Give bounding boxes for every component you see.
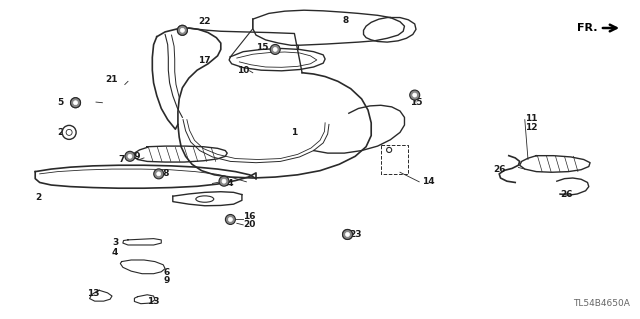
Text: 22: 22 xyxy=(198,17,211,26)
Circle shape xyxy=(225,214,236,225)
Circle shape xyxy=(270,44,280,55)
Circle shape xyxy=(410,90,420,100)
Circle shape xyxy=(154,169,164,179)
Text: 16: 16 xyxy=(243,212,256,221)
Text: 14: 14 xyxy=(422,177,435,186)
Text: 8: 8 xyxy=(342,16,349,25)
Text: 20: 20 xyxy=(243,220,255,229)
Text: 15: 15 xyxy=(256,43,269,52)
Text: 17: 17 xyxy=(198,56,211,65)
Text: 15: 15 xyxy=(410,98,422,107)
Circle shape xyxy=(271,45,279,54)
Circle shape xyxy=(228,218,232,221)
Text: 18: 18 xyxy=(157,169,170,178)
Text: TL54B4650A: TL54B4650A xyxy=(573,299,630,308)
Circle shape xyxy=(220,177,228,185)
Circle shape xyxy=(180,28,184,32)
Text: 3: 3 xyxy=(112,238,118,247)
Circle shape xyxy=(125,151,135,161)
Text: 7: 7 xyxy=(118,155,125,164)
Text: 1: 1 xyxy=(291,128,298,137)
Text: 11: 11 xyxy=(525,114,538,122)
Text: 12: 12 xyxy=(525,123,538,132)
Text: 5: 5 xyxy=(58,98,64,107)
Circle shape xyxy=(70,98,81,108)
Circle shape xyxy=(155,170,163,178)
Circle shape xyxy=(411,91,419,99)
Circle shape xyxy=(126,152,134,160)
Text: 2: 2 xyxy=(35,193,42,202)
Text: 21: 21 xyxy=(106,75,118,84)
Circle shape xyxy=(222,179,226,183)
Text: 24: 24 xyxy=(221,179,234,188)
Text: 4: 4 xyxy=(112,248,118,256)
Circle shape xyxy=(177,25,188,35)
Circle shape xyxy=(74,101,77,105)
Text: FR.: FR. xyxy=(577,23,598,33)
Circle shape xyxy=(64,127,74,137)
Circle shape xyxy=(157,172,161,176)
Text: 9: 9 xyxy=(163,276,170,285)
Circle shape xyxy=(342,229,353,240)
Circle shape xyxy=(273,48,277,51)
Text: 25: 25 xyxy=(58,128,70,137)
Text: 19: 19 xyxy=(128,152,141,161)
Circle shape xyxy=(227,215,234,224)
Text: 26: 26 xyxy=(560,190,573,199)
Text: 26: 26 xyxy=(493,165,506,174)
Text: 23: 23 xyxy=(349,230,362,239)
Text: 6: 6 xyxy=(163,268,170,277)
Circle shape xyxy=(128,154,132,158)
Circle shape xyxy=(346,233,349,236)
Circle shape xyxy=(177,25,188,35)
Ellipse shape xyxy=(196,196,214,202)
Circle shape xyxy=(413,93,417,97)
Circle shape xyxy=(219,176,229,186)
Text: 13: 13 xyxy=(147,297,160,306)
Circle shape xyxy=(70,98,81,108)
Circle shape xyxy=(342,229,353,240)
Text: 13: 13 xyxy=(86,289,99,298)
Circle shape xyxy=(66,130,72,135)
Circle shape xyxy=(62,125,76,139)
Text: 10: 10 xyxy=(237,66,250,75)
